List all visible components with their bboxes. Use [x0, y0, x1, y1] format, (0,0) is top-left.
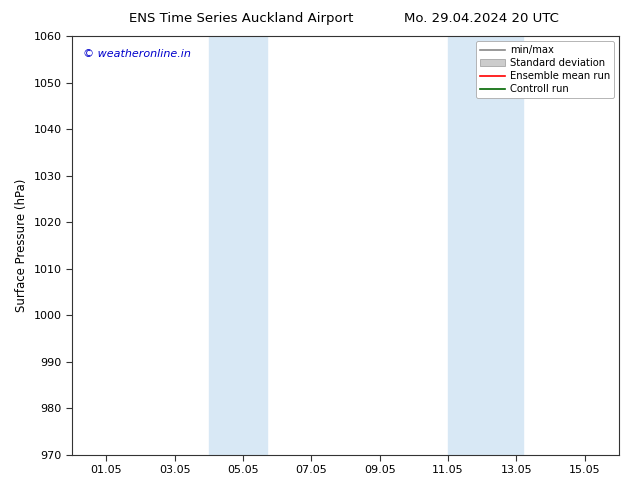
Bar: [209, 36, 267, 455]
Legend: min/max, Standard deviation, Ensemble mean run, Controll run: min/max, Standard deviation, Ensemble me…: [476, 41, 614, 98]
Text: Mo. 29.04.2024 20 UTC: Mo. 29.04.2024 20 UTC: [404, 12, 559, 25]
Text: © weatheronline.in: © weatheronline.in: [83, 49, 191, 59]
Y-axis label: Surface Pressure (hPa): Surface Pressure (hPa): [15, 179, 28, 312]
Text: ENS Time Series Auckland Airport: ENS Time Series Auckland Airport: [129, 12, 353, 25]
Bar: [448, 36, 523, 455]
